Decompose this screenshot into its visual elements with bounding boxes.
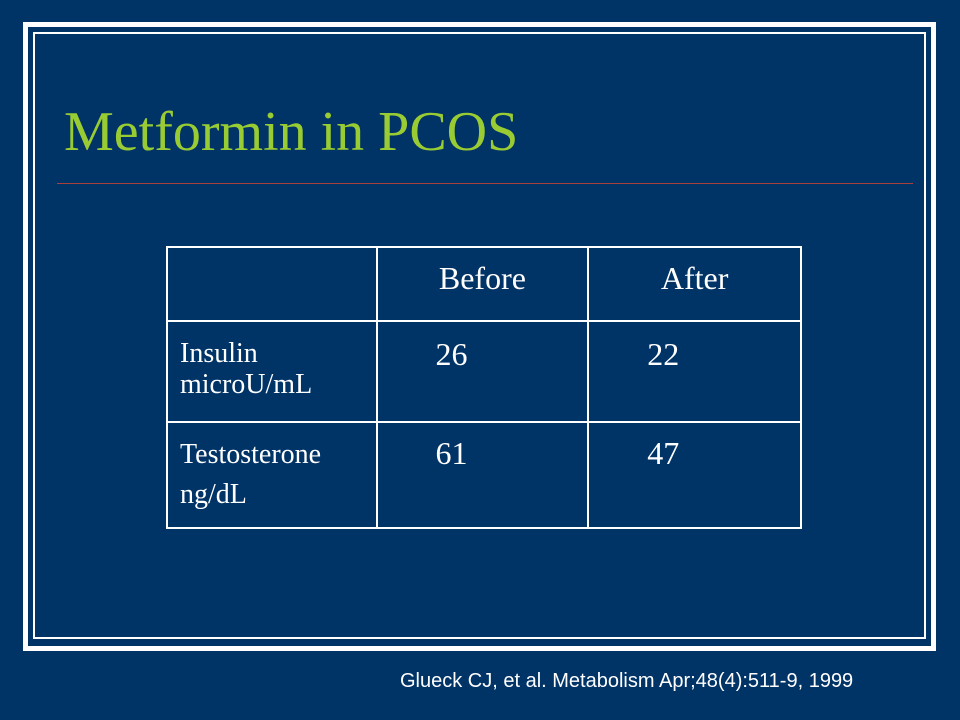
row-label-testosterone-line-1: Testosterone bbox=[180, 439, 322, 470]
table-header-row: Before After bbox=[166, 246, 802, 322]
header-after: After bbox=[587, 246, 802, 322]
testosterone-before-value: 61 bbox=[375, 421, 590, 529]
row-label-insulin-line-1: Insulin bbox=[180, 338, 258, 369]
header-before: Before bbox=[375, 246, 590, 322]
row-label-testosterone: Testosterone ng/dL bbox=[166, 421, 378, 529]
slide-frame-outer bbox=[23, 22, 936, 651]
row-label-insulin-line-2: microU/mL bbox=[180, 369, 313, 400]
table-row-testosterone: Testosterone ng/dL 61 47 bbox=[166, 421, 802, 529]
results-table: Before After Insulin microU/mL 26 22 Tes… bbox=[166, 246, 802, 529]
insulin-after-value: 22 bbox=[587, 320, 802, 423]
row-label-testosterone-line-2: ng/dL bbox=[180, 479, 247, 510]
slide-title: Metformin in PCOS bbox=[64, 101, 519, 163]
slide-frame-inner bbox=[33, 32, 926, 639]
testosterone-after-value: 47 bbox=[587, 421, 802, 529]
insulin-before-value: 26 bbox=[375, 320, 590, 423]
citation-text: Glueck CJ, et al. Metabolism Apr;48(4):5… bbox=[400, 670, 854, 692]
row-label-insulin: Insulin microU/mL bbox=[166, 320, 378, 423]
title-divider bbox=[57, 183, 913, 184]
header-empty-cell bbox=[166, 246, 378, 322]
table-row-insulin: Insulin microU/mL 26 22 bbox=[166, 320, 802, 423]
